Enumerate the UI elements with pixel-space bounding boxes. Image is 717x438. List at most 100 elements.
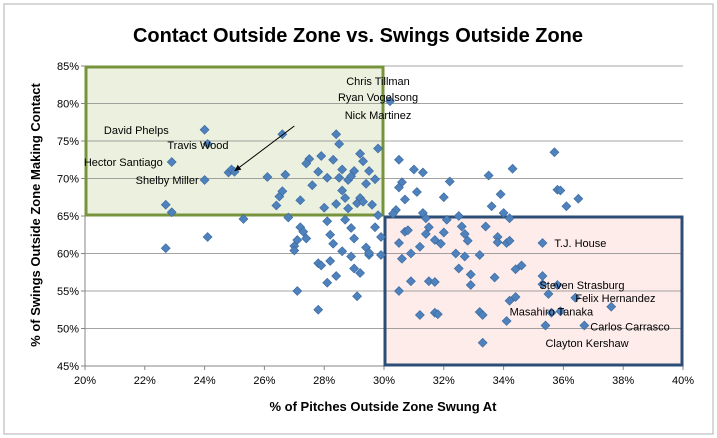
point-label: Chris Tillman	[346, 76, 410, 88]
data-point	[283, 212, 294, 223]
y-tick-label: 45%	[57, 361, 79, 373]
data-point	[238, 214, 249, 224]
data-point	[334, 172, 345, 183]
data-point	[277, 186, 288, 197]
data-point	[349, 263, 360, 274]
data-point	[417, 167, 428, 178]
data-point	[400, 194, 410, 205]
data-point	[510, 264, 521, 275]
data-point	[438, 227, 449, 238]
data-point	[166, 207, 177, 218]
data-point	[340, 193, 351, 203]
data-point	[301, 233, 312, 244]
data-point	[337, 246, 348, 257]
data-point	[328, 238, 339, 249]
y-tick-label: 75%	[57, 136, 79, 148]
x-tick-label: 32%	[433, 375, 455, 387]
data-point	[364, 166, 374, 176]
data-point	[322, 216, 333, 227]
data-point	[298, 226, 309, 237]
x-tick-label: 40%	[672, 375, 694, 387]
data-point	[166, 157, 177, 167]
data-point	[313, 166, 324, 177]
annotation-arrowhead	[234, 164, 242, 171]
data-point	[402, 225, 413, 236]
data-point	[316, 151, 327, 161]
x-axis-title: % of Pitches Outside Zone Swung At	[269, 399, 497, 414]
point-label: Carlos Carrasco	[590, 321, 669, 333]
x-tick-label: 30%	[373, 375, 395, 387]
region-border-high-contact-low-chase	[84, 65, 385, 217]
data-point	[325, 229, 336, 240]
point-label: T.J. House	[554, 238, 606, 250]
x-tick-label: 26%	[253, 375, 275, 387]
data-point	[441, 214, 452, 225]
data-point	[346, 171, 357, 182]
data-point	[340, 214, 351, 225]
y-tick-label: 65%	[57, 211, 79, 223]
x-tick-label: 36%	[552, 375, 574, 387]
data-point	[537, 279, 548, 290]
data-point	[411, 187, 422, 197]
point-label: Steven Strasburg	[539, 280, 624, 292]
data-point	[307, 180, 318, 191]
data-point	[361, 178, 371, 189]
data-point	[444, 176, 455, 187]
data-point	[423, 276, 434, 287]
data-point	[202, 139, 213, 149]
data-point	[358, 196, 368, 207]
data-point	[510, 292, 521, 302]
data-point	[301, 158, 312, 169]
x-tick-label: 24%	[194, 375, 216, 387]
data-point	[570, 292, 581, 303]
data-point	[546, 307, 557, 318]
data-point	[199, 175, 210, 185]
data-point	[397, 253, 407, 264]
data-point	[501, 316, 512, 326]
data-point	[495, 189, 506, 200]
y-tick-label: 85%	[57, 61, 79, 73]
data-point	[295, 195, 306, 206]
data-point	[465, 280, 476, 290]
data-point	[394, 238, 404, 248]
data-point	[334, 139, 345, 149]
x-tick-label: 28%	[313, 375, 335, 387]
data-point	[543, 289, 554, 299]
data-point	[262, 172, 273, 182]
data-point	[540, 320, 551, 331]
data-point	[331, 271, 342, 281]
data-point	[420, 229, 431, 239]
data-point	[337, 185, 348, 196]
data-point	[504, 235, 515, 246]
data-point	[385, 96, 395, 107]
x-tick-label: 20%	[74, 375, 96, 387]
data-point	[438, 192, 449, 203]
data-point	[376, 232, 386, 242]
data-point	[435, 238, 446, 249]
data-point	[370, 222, 380, 233]
y-tick-label: 55%	[57, 286, 79, 298]
point-label: Masahiro Tanaka	[510, 306, 594, 318]
data-point	[355, 268, 366, 278]
data-point	[370, 174, 380, 185]
x-tick-label: 22%	[134, 375, 156, 387]
data-point	[408, 164, 419, 175]
data-point	[429, 277, 440, 287]
data-point	[352, 291, 363, 302]
data-point	[199, 124, 210, 135]
y-tick-label: 60%	[57, 249, 79, 261]
data-point	[331, 199, 342, 209]
data-point	[432, 309, 443, 320]
data-point	[358, 156, 368, 167]
data-point	[579, 320, 590, 331]
data-point	[319, 202, 330, 213]
data-point	[483, 170, 494, 181]
data-point	[405, 248, 416, 259]
data-point	[394, 154, 404, 165]
data-point	[492, 237, 503, 248]
data-point	[280, 169, 291, 180]
point-label: Travis Wood	[167, 140, 228, 152]
data-point	[405, 276, 416, 287]
x-tick-label: 38%	[612, 375, 634, 387]
